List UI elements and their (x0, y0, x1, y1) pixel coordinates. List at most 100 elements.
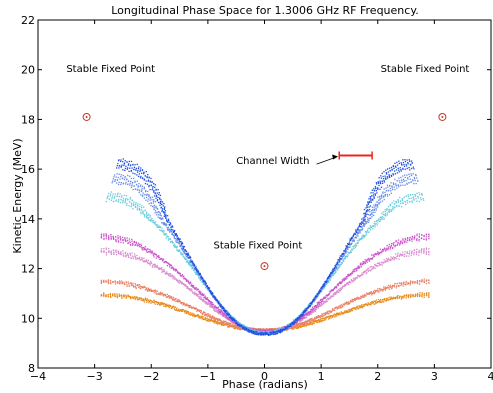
data-point (369, 214, 371, 216)
data-point (298, 325, 300, 327)
data-point (401, 181, 403, 184)
data-point (404, 176, 406, 179)
data-point (199, 309, 201, 312)
data-point (377, 199, 380, 201)
data-point (375, 207, 377, 209)
data-point (147, 289, 149, 291)
data-point (127, 254, 129, 256)
data-point (384, 214, 386, 216)
data-point (181, 301, 183, 304)
data-point (193, 314, 195, 316)
data-point (187, 287, 189, 289)
data-point (204, 302, 206, 304)
data-point (194, 291, 196, 293)
data-point (151, 250, 153, 252)
data-point (418, 200, 420, 203)
data-point (305, 320, 307, 322)
data-point (175, 278, 177, 280)
data-point (311, 308, 313, 310)
data-point (114, 195, 116, 197)
data-point (347, 254, 349, 256)
data-point (173, 276, 176, 278)
data-point (188, 306, 190, 308)
data-point (147, 217, 150, 219)
data-point (141, 205, 143, 207)
data-point (235, 327, 237, 330)
data-point (421, 292, 423, 294)
data-point (129, 201, 131, 203)
data-point (206, 288, 209, 290)
data-point (401, 253, 403, 256)
data-point (276, 329, 278, 331)
data-point (332, 289, 334, 291)
data-point (383, 218, 385, 220)
data-point (284, 325, 286, 328)
data-point (339, 290, 342, 292)
data-point (160, 302, 162, 304)
data-point (210, 316, 212, 318)
data-point (387, 298, 389, 300)
data-point (202, 312, 204, 314)
data-point (336, 314, 338, 316)
data-point (357, 308, 359, 310)
data-point (209, 300, 211, 303)
data-point (369, 292, 371, 294)
data-point (393, 285, 395, 287)
data-point (200, 316, 202, 318)
data-point (344, 312, 346, 314)
data-point (364, 221, 367, 223)
data-point (390, 210, 392, 212)
data-point (179, 300, 181, 303)
data-point (376, 302, 378, 304)
data-point (195, 292, 197, 295)
data-point (400, 206, 403, 208)
data-point (343, 258, 345, 260)
data-point (421, 294, 423, 296)
data-point (122, 202, 124, 204)
data-point (222, 322, 224, 324)
data-point (312, 321, 314, 323)
data-point (191, 285, 194, 287)
data-point (153, 263, 155, 265)
data-point (384, 211, 386, 213)
data-point (248, 331, 250, 333)
data-point (263, 331, 265, 333)
data-point (141, 247, 143, 250)
data-point (145, 190, 147, 193)
data-point (374, 226, 376, 228)
data-point (154, 289, 156, 291)
data-point (302, 315, 304, 317)
data-point (425, 248, 427, 250)
data-point (303, 317, 305, 319)
data-point (304, 313, 306, 316)
data-point (362, 228, 364, 230)
data-point (357, 307, 359, 309)
data-point (170, 230, 172, 232)
data-point (407, 296, 410, 299)
data-point (314, 309, 317, 311)
data-point (307, 320, 309, 323)
data-point (391, 287, 393, 289)
data-point (119, 252, 122, 254)
data-point (129, 198, 131, 200)
data-point (103, 250, 105, 252)
data-point (160, 217, 162, 220)
data-point (323, 287, 326, 289)
data-point (191, 313, 193, 315)
data-point (260, 328, 262, 330)
data-point (198, 275, 200, 277)
data-point (328, 312, 330, 314)
data-point (328, 278, 330, 280)
data-point (150, 218, 152, 221)
data-point (200, 294, 203, 296)
data-point (126, 237, 128, 239)
data-point (168, 297, 170, 299)
data-point (377, 288, 379, 290)
data-point (176, 279, 178, 282)
data-point (209, 316, 211, 319)
data-point (376, 265, 379, 267)
data-point (413, 249, 415, 251)
data-point (153, 208, 155, 211)
data-point (385, 286, 387, 288)
data-point (336, 312, 338, 314)
